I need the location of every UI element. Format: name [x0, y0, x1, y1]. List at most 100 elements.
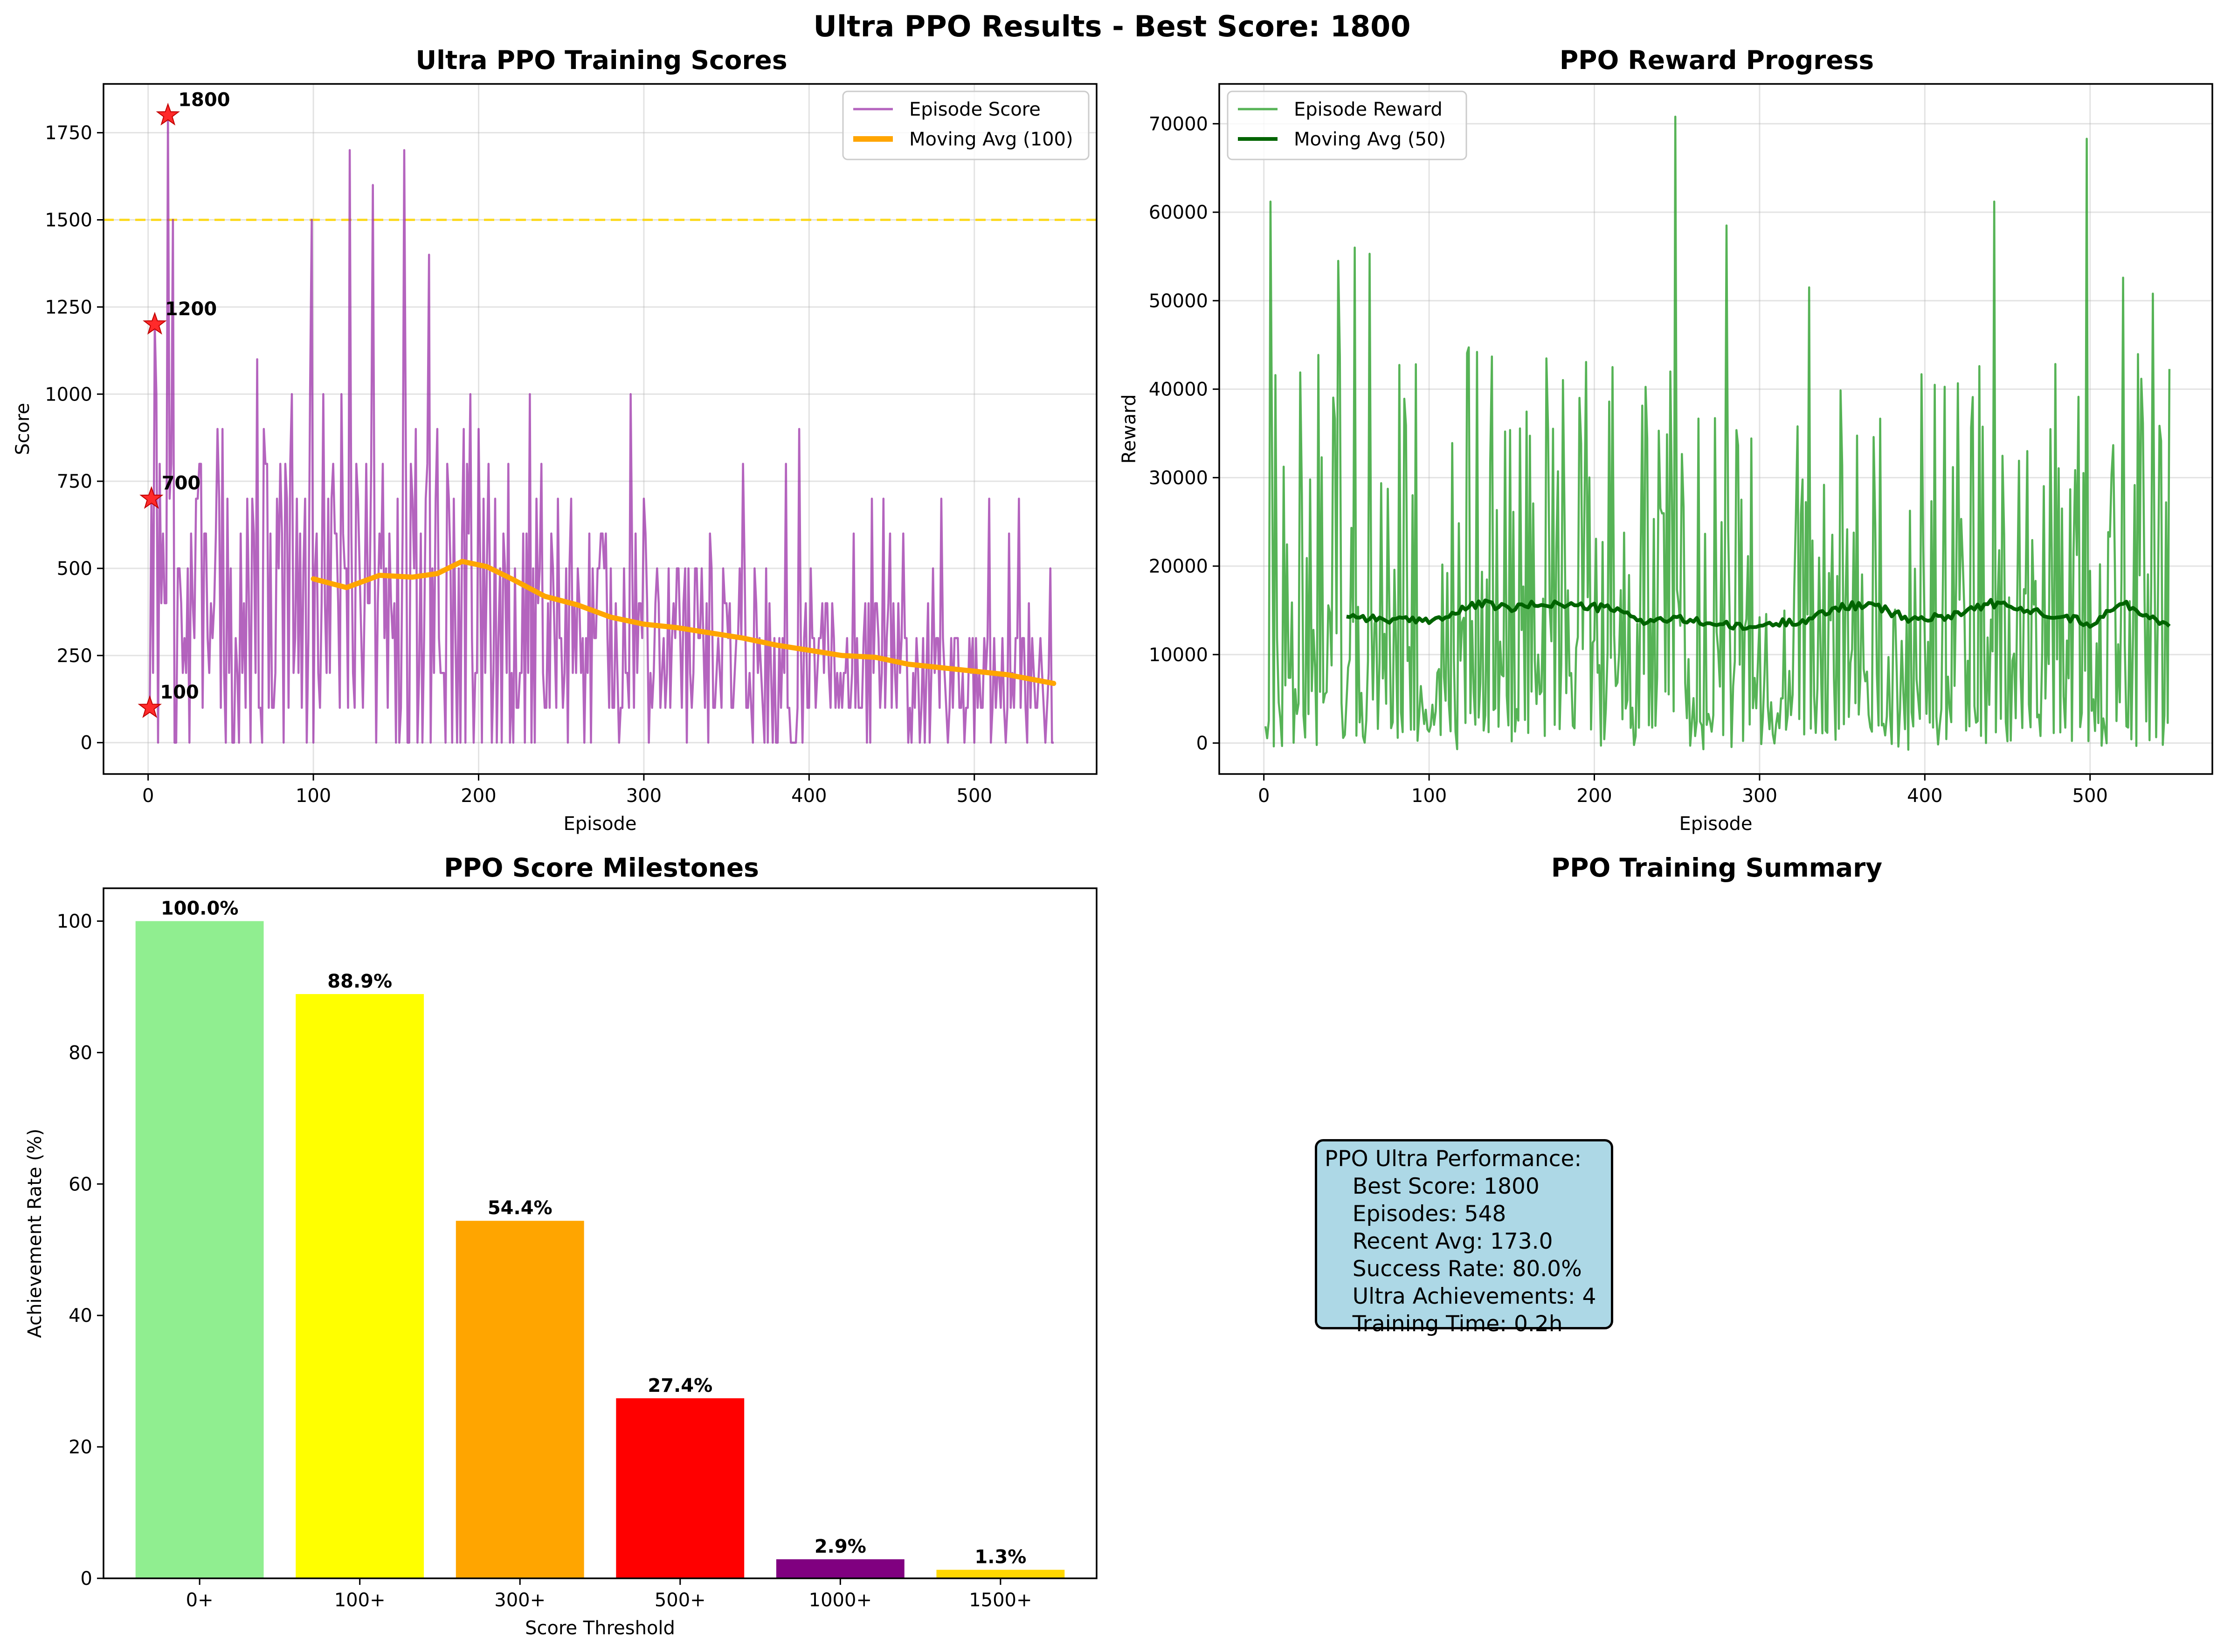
- milestones-xtick-label: 1000+: [809, 1590, 872, 1611]
- milestones-panel: PPO Score Milestones 100.0% 88.9% 54.4% 27.…: [24, 853, 1098, 1639]
- milestones-axes-frame: [103, 887, 1098, 1579]
- reward-moving-avg-line: [1346, 598, 2171, 631]
- milestones-xtick-label: 0+: [186, 1590, 214, 1611]
- milestones-xlabel: Score Threshold: [525, 1617, 675, 1639]
- milestone-bar: [616, 1398, 745, 1578]
- summary-line: PPO Ultra Performance:: [1325, 1146, 1582, 1172]
- reward-panel: PPO Reward Progress 0 100 200 300 400 500 0 100…: [1119, 45, 2213, 835]
- reward-ytick-label: 70000: [1149, 113, 1208, 135]
- reward-xtick-label: 0: [1258, 785, 1270, 807]
- milestones-ytick-label: 80: [69, 1042, 92, 1064]
- reward-axes-frame: [1218, 83, 2213, 775]
- milestones-ticks: 0+ 100+ 300+ 500+ 1000+ 1500+ 0 20 40 60 80 100: [57, 911, 1032, 1611]
- milestone-bar-label: 2.9%: [815, 1536, 866, 1557]
- scores-title: Ultra PPO Training Scores: [415, 45, 787, 75]
- milestone-bar: [936, 1569, 1065, 1578]
- scores-milestone-label: 1200: [165, 298, 217, 320]
- reward-title: PPO Reward Progress: [1560, 45, 1874, 75]
- milestone-bar-label: 1.3%: [974, 1547, 1026, 1568]
- scores-legend-label-avg: Moving Avg (100): [909, 129, 1073, 150]
- scores-ytick-label: 1750: [45, 123, 92, 144]
- scores-xlabel: Episode: [563, 813, 636, 835]
- reward-ytick-label: 40000: [1149, 379, 1208, 401]
- scores-milestone-label: 1800: [178, 89, 230, 111]
- scores-axes-frame: [103, 83, 1098, 775]
- milestone-bar-label: 54.4%: [488, 1197, 553, 1219]
- scores-ytick-label: 250: [57, 645, 92, 667]
- scores-ytick-label: 1500: [45, 210, 92, 231]
- summary-box: PPO Ultra Performance: Best Score: 1800 …: [1315, 1139, 1613, 1337]
- reward-legend-box: [1227, 90, 1467, 160]
- scores-series: [148, 114, 1057, 744]
- scores-milestone-star: [138, 695, 162, 718]
- scores-xtick-label: 0: [142, 785, 154, 807]
- scores-panel: Ultra PPO Training Scores 100 700 1200 1800…: [12, 45, 1098, 835]
- reward-legend: Episode Reward Moving Avg (50): [1227, 90, 1467, 160]
- reward-legend-label-episode: Episode Reward: [1294, 99, 1443, 120]
- scores-legend: Episode Score Moving Avg (100): [842, 90, 1090, 160]
- reward-ylabel: Reward: [1119, 394, 1140, 464]
- reward-ytick-label: 10000: [1149, 644, 1208, 666]
- scores-ticks: 0 100 200 300 400 500 0 250 500 750 1000 1250 1500 17…: [45, 123, 992, 807]
- milestones-ytick-label: 0: [81, 1568, 92, 1590]
- scores-milestone-label: 100: [160, 682, 199, 703]
- scores-milestones: 100 700 1200 1800: [138, 89, 230, 718]
- reward-legend-label-avg: Moving Avg (50): [1294, 129, 1446, 150]
- summary-line: Training Time: 0.2h: [1325, 1311, 1563, 1337]
- scores-milestone-star: [156, 103, 180, 126]
- scores-ytick-label: 500: [57, 558, 92, 580]
- milestones-ytick-label: 100: [57, 911, 92, 932]
- reward-ticks: 0 100 200 300 400 500 0 10000 20000 30000 40000 500…: [1149, 113, 2108, 807]
- milestones-xtick-label: 1500+: [969, 1590, 1032, 1611]
- reward-ytick-label: 20000: [1149, 556, 1208, 577]
- milestones-ytick-label: 20: [69, 1437, 92, 1458]
- scores-ytick-label: 1000: [45, 384, 92, 405]
- scores-xtick-label: 400: [791, 785, 827, 807]
- milestones-ytick-label: 40: [69, 1305, 92, 1327]
- summary-line: Recent Avg: 173.0: [1325, 1229, 1553, 1254]
- reward-series: [1264, 115, 2171, 751]
- scores-legend-label-episode: Episode Score: [909, 99, 1041, 120]
- summary-line: Episodes: 548: [1325, 1201, 1506, 1227]
- summary-line: Success Rate: 80.0%: [1325, 1256, 1582, 1282]
- reward-ytick-label: 0: [1196, 733, 1208, 754]
- reward-ytick-label: 50000: [1149, 290, 1208, 312]
- reward-xtick-label: 300: [1742, 785, 1777, 807]
- milestone-bar-label: 88.9%: [327, 971, 392, 992]
- milestone-bar-label: 100.0%: [161, 898, 239, 919]
- reward-xtick-label: 400: [1907, 785, 1942, 807]
- scores-ytick-label: 0: [81, 733, 92, 754]
- scores-xtick-label: 300: [626, 785, 662, 807]
- reward-xlabel: Episode: [1679, 813, 1752, 835]
- milestone-bar: [296, 994, 424, 1578]
- milestone-bar: [135, 921, 264, 1578]
- reward-xtick-label: 200: [1576, 785, 1612, 807]
- milestones-xtick-label: 300+: [494, 1590, 546, 1611]
- scores-episode-line: [148, 114, 1054, 744]
- milestone-bar-label: 27.4%: [648, 1375, 712, 1396]
- summary-line: Best Score: 1800: [1325, 1174, 1540, 1199]
- milestones-xtick-label: 100+: [334, 1590, 386, 1611]
- milestones-ytick-label: 60: [69, 1174, 92, 1195]
- summary-title: PPO Training Summary: [1551, 853, 1882, 883]
- reward-ytick-label: 60000: [1149, 202, 1208, 223]
- scores-moving-avg-line: [311, 559, 1057, 686]
- scores-milestone-star: [143, 311, 167, 335]
- scores-xtick-label: 200: [461, 785, 496, 807]
- reward-xtick-label: 100: [1411, 785, 1447, 807]
- reward-ytick-label: 30000: [1149, 467, 1208, 489]
- milestone-bar: [776, 1559, 905, 1578]
- reward-xtick-label: 500: [2072, 785, 2108, 807]
- scores-ylabel: Score: [12, 403, 34, 455]
- scores-ytick-label: 1250: [45, 297, 92, 318]
- scores-legend-box: [842, 90, 1090, 160]
- milestones-title: PPO Score Milestones: [444, 853, 759, 883]
- milestones-ylabel: Achievement Rate (%): [24, 1129, 46, 1338]
- milestones-xtick-label: 500+: [655, 1590, 706, 1611]
- milestones-bars: 100.0% 88.9% 54.4% 27.4% 2.9% 1.3%: [135, 898, 1065, 1578]
- figure-suptitle: Ultra PPO Results - Best Score: 1800: [814, 9, 1411, 43]
- reward-episode-line: [1264, 115, 2171, 751]
- scores-xtick-label: 500: [957, 785, 992, 807]
- milestone-bar: [456, 1221, 584, 1578]
- scores-xtick-label: 100: [296, 785, 331, 807]
